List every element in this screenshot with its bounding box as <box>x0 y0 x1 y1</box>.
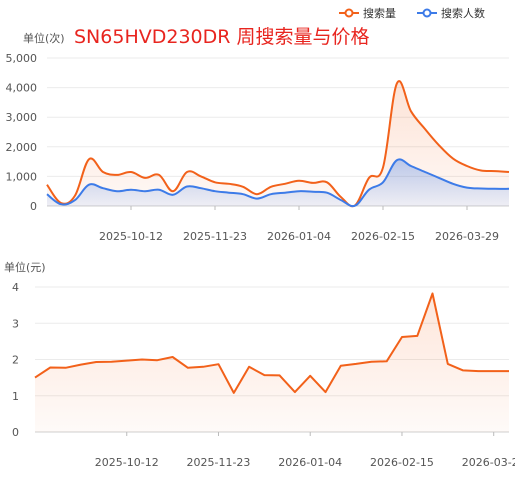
y-tick-label: 2 <box>12 354 19 367</box>
x-tick-label: 2026-03-29 <box>462 456 515 469</box>
y-tick-label: 3,000 <box>6 111 38 124</box>
series-area <box>35 293 509 432</box>
x-tick-label: 2026-03-29 <box>435 230 499 243</box>
y-tick-label: 5,000 <box>6 52 38 65</box>
legend-label: 搜索量 <box>363 7 396 20</box>
legend-label: 搜索人数 <box>441 7 485 20</box>
y-tick-label: 0 <box>30 200 37 213</box>
x-tick-label: 2026-02-15 <box>370 456 434 469</box>
legend-item-search-volume[interactable]: 搜索量 <box>339 5 396 21</box>
x-tick-label: 2025-10-12 <box>99 230 163 243</box>
series-area <box>47 159 509 207</box>
series-line <box>46 158 510 208</box>
y-tick-label: 1,000 <box>6 170 38 183</box>
x-tick-label: 2026-02-15 <box>351 230 415 243</box>
x-tick-label: 2025-11-23 <box>183 230 247 243</box>
y-axis-unit-label: 单位(元) <box>4 261 46 274</box>
series-line <box>34 292 509 394</box>
legend-line-icon <box>339 8 359 18</box>
x-tick-label: 2026-01-04 <box>267 230 331 243</box>
series-line <box>46 80 510 208</box>
legend-line-icon <box>417 8 437 18</box>
y-tick-label: 1 <box>12 390 19 403</box>
y-tick-label: 4,000 <box>6 82 38 95</box>
x-tick-label: 2026-01-04 <box>278 456 342 469</box>
chart-title: SN65HVD230DR 周搜索量与价格 <box>74 26 370 48</box>
y-tick-label: 4 <box>12 281 19 294</box>
search-volume-chart: 0 1,000 2,000 3,000 4,000 5,000 2025-10-12 2025… <box>6 52 510 243</box>
y-tick-label: 2,000 <box>6 141 38 154</box>
x-tick-label: 2025-10-12 <box>95 456 159 469</box>
x-tick-label: 2025-11-23 <box>187 456 251 469</box>
y-tick-label: 0 <box>12 426 19 439</box>
y-axis-unit-label: 单位(次) <box>23 32 65 45</box>
legend-item-searchers[interactable]: 搜索人数 <box>417 5 485 21</box>
y-tick-label: 3 <box>12 317 19 330</box>
